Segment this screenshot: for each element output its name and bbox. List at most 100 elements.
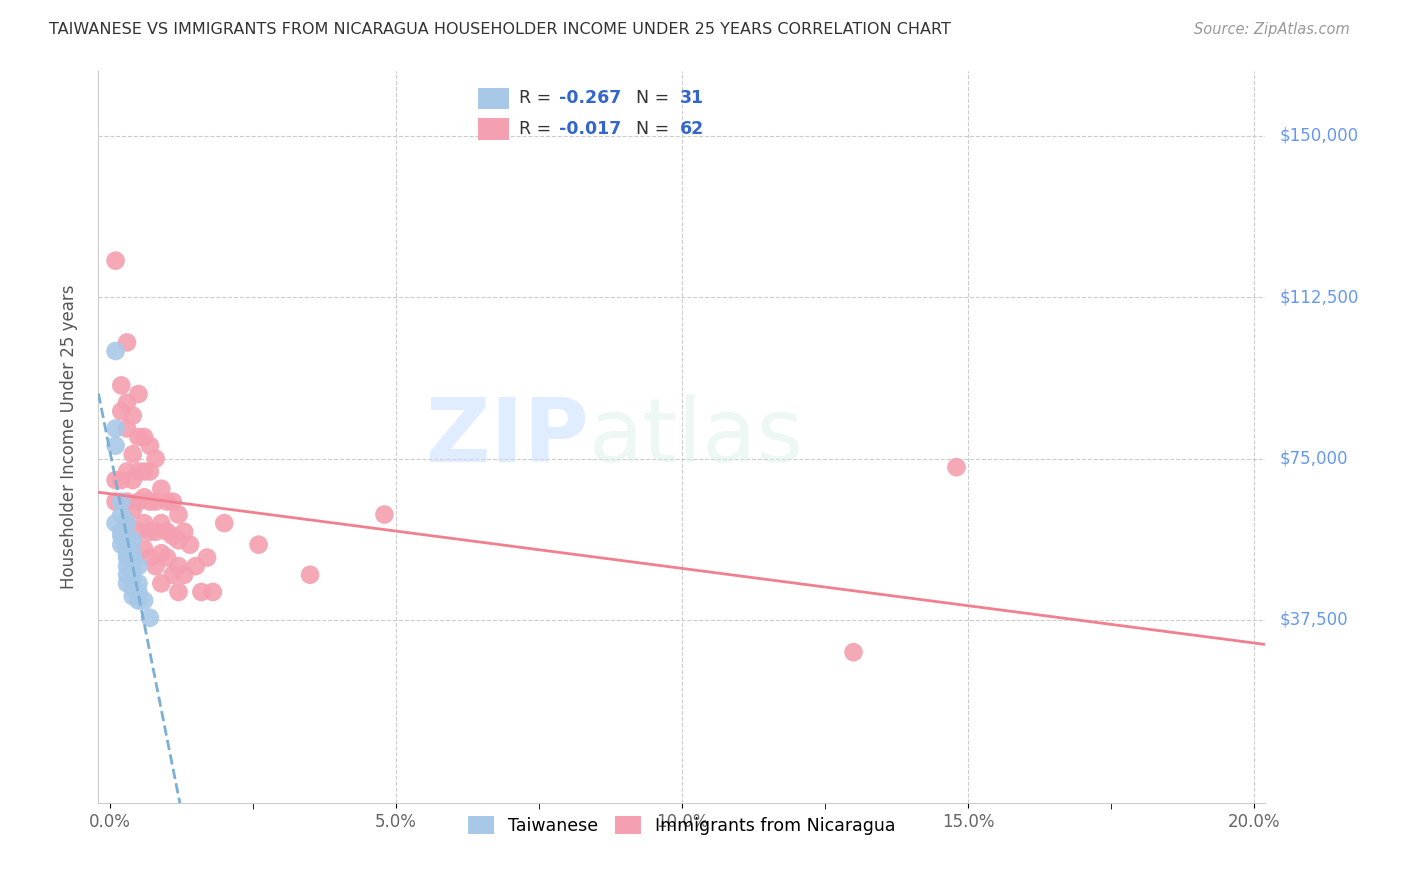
Point — [150, 516, 173, 530]
Point — [121, 473, 143, 487]
Point — [162, 494, 184, 508]
Point — [127, 430, 149, 444]
Point — [104, 473, 127, 487]
Point — [145, 494, 167, 508]
Point — [156, 550, 179, 565]
Point — [104, 253, 127, 268]
Point — [110, 473, 132, 487]
Point — [145, 524, 167, 539]
Point — [139, 611, 162, 625]
Text: $75,000: $75,000 — [1279, 450, 1348, 467]
Text: $112,500: $112,500 — [1279, 288, 1358, 306]
Point — [373, 508, 395, 522]
Point — [115, 421, 138, 435]
Point — [247, 538, 270, 552]
Point — [127, 494, 149, 508]
Point — [121, 555, 143, 569]
Point — [150, 576, 173, 591]
Text: $150,000: $150,000 — [1279, 127, 1358, 145]
Point — [115, 567, 138, 582]
Point — [162, 529, 184, 543]
Legend: Taiwanese, Immigrants from Nicaragua: Taiwanese, Immigrants from Nicaragua — [461, 809, 903, 842]
Text: atlas: atlas — [589, 393, 804, 481]
Point — [115, 395, 138, 409]
Point — [134, 516, 156, 530]
Point — [121, 581, 143, 595]
Point — [115, 546, 138, 560]
Point — [139, 550, 162, 565]
Text: $37,500: $37,500 — [1279, 611, 1348, 629]
Point — [104, 344, 127, 359]
Point — [134, 465, 156, 479]
Point — [121, 533, 143, 548]
Point — [115, 516, 138, 530]
Point — [104, 494, 127, 508]
Point — [115, 465, 138, 479]
Point — [115, 559, 138, 574]
Point — [121, 564, 143, 578]
Point — [115, 335, 138, 350]
Point — [115, 516, 138, 530]
Point — [945, 460, 967, 475]
Point — [115, 494, 138, 508]
Point — [121, 572, 143, 586]
Point — [167, 585, 190, 599]
Text: Source: ZipAtlas.com: Source: ZipAtlas.com — [1194, 22, 1350, 37]
Point — [127, 559, 149, 574]
Point — [214, 516, 236, 530]
Point — [145, 451, 167, 466]
Text: TAIWANESE VS IMMIGRANTS FROM NICARAGUA HOUSEHOLDER INCOME UNDER 25 YEARS CORRELA: TAIWANESE VS IMMIGRANTS FROM NICARAGUA H… — [49, 22, 950, 37]
Point — [139, 439, 162, 453]
Point — [173, 567, 195, 582]
Point — [167, 533, 190, 548]
Point — [134, 541, 156, 556]
Point — [139, 524, 162, 539]
Point — [190, 585, 212, 599]
Point — [110, 538, 132, 552]
Point — [115, 550, 138, 565]
Point — [127, 593, 149, 607]
Point — [115, 576, 138, 591]
Point — [127, 576, 149, 591]
Point — [115, 541, 138, 556]
Point — [121, 409, 143, 423]
Point — [156, 494, 179, 508]
Point — [842, 645, 865, 659]
Point — [167, 559, 190, 574]
Point — [110, 404, 132, 418]
Point — [110, 508, 132, 522]
Point — [134, 593, 156, 607]
Point — [127, 585, 149, 599]
Point — [121, 546, 143, 560]
Point — [121, 589, 143, 603]
Point — [110, 529, 132, 543]
Point — [150, 546, 173, 560]
Point — [104, 439, 127, 453]
Point — [104, 516, 127, 530]
Point — [299, 567, 322, 582]
Point — [162, 567, 184, 582]
Point — [121, 447, 143, 461]
Point — [167, 508, 190, 522]
Point — [184, 559, 207, 574]
Point — [110, 524, 132, 539]
Point — [195, 550, 218, 565]
Point — [173, 524, 195, 539]
Point — [150, 482, 173, 496]
Point — [115, 529, 138, 543]
Point — [127, 465, 149, 479]
Point — [110, 378, 132, 392]
Point — [201, 585, 224, 599]
Point — [104, 421, 127, 435]
Point — [134, 491, 156, 505]
Point — [127, 387, 149, 401]
Point — [115, 538, 138, 552]
Point — [179, 538, 201, 552]
Y-axis label: Householder Income Under 25 years: Householder Income Under 25 years — [59, 285, 77, 590]
Point — [139, 494, 162, 508]
Point — [110, 494, 132, 508]
Point — [156, 524, 179, 539]
Point — [139, 465, 162, 479]
Point — [127, 524, 149, 539]
Text: ZIP: ZIP — [426, 393, 589, 481]
